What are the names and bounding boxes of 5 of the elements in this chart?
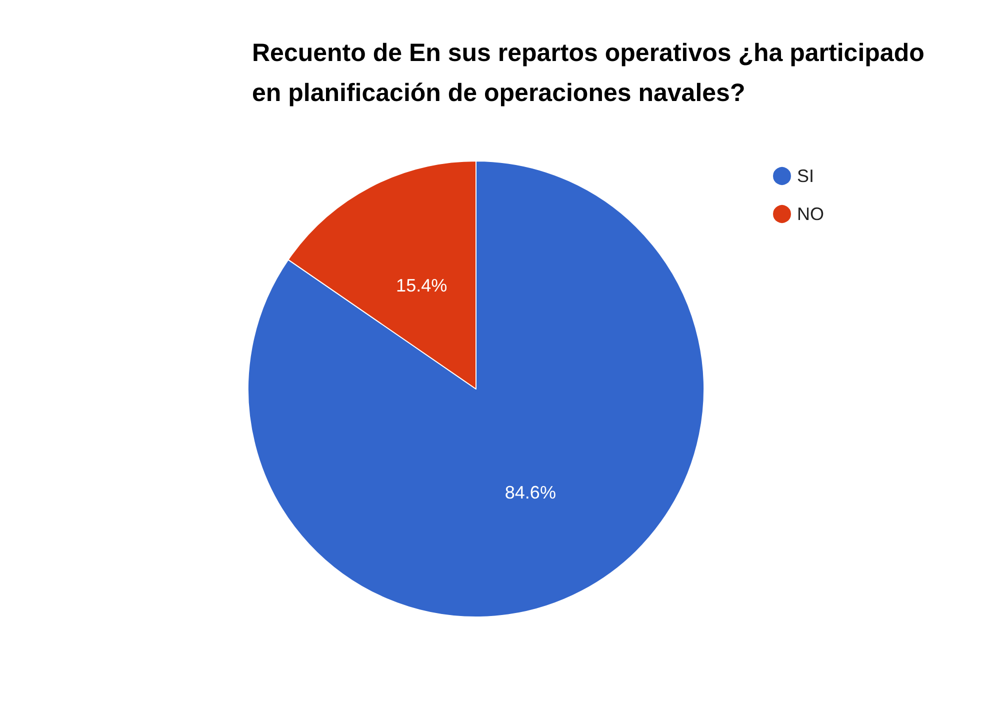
legend-label: NO [797, 204, 824, 224]
data-label: 15.4% [396, 275, 448, 296]
legend-label: SI [797, 166, 814, 186]
chart-title: Recuento de En sus repartos operativos ¿ha participado en planificación de operaciones navales? [252, 39, 932, 107]
data-label: 84.6% [504, 482, 556, 503]
